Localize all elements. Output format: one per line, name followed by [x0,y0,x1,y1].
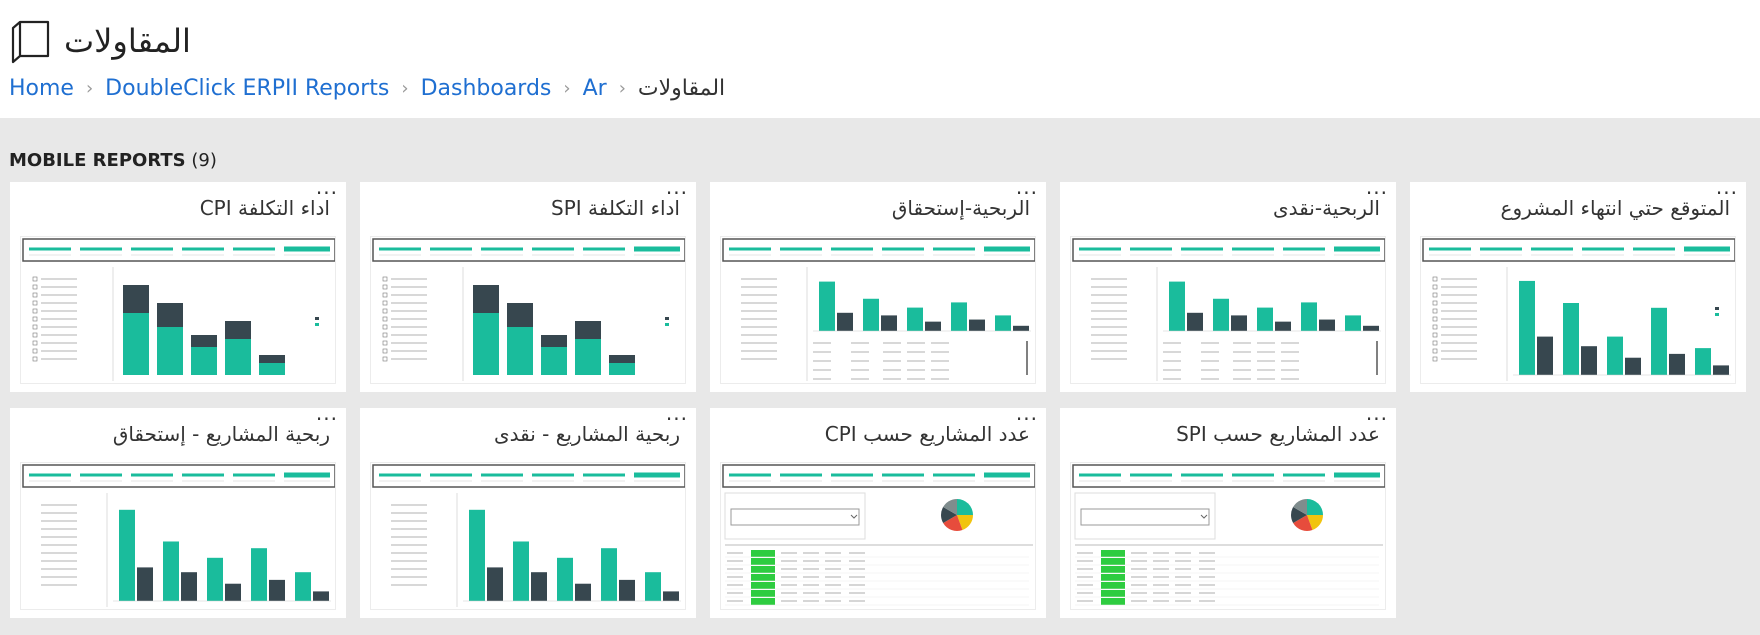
more-options-icon[interactable]: ··· [1715,181,1738,205]
report-thumbnail [372,238,685,381]
report-thumbnail [722,238,1035,381]
page-header: المقاولات Home › DoubleClick ERPII Repor… [0,0,1760,118]
report-thumbnail-frame[interactable] [370,462,686,610]
report-thumbnail-frame[interactable] [20,462,336,610]
report-card[interactable]: ··· الربحية-إستحقاق [710,182,1046,392]
report-thumbnail [722,464,1035,606]
breadcrumb: Home › DoubleClick ERPII Reports › Dashb… [9,76,725,101]
report-thumbnail-frame[interactable] [720,236,1036,384]
chevron-right-icon: › [563,78,571,99]
report-card[interactable]: ··· اداء التكلفة SPI [360,182,696,392]
report-thumbnail-frame[interactable] [1420,236,1736,384]
section-name: MOBILE REPORTS [9,150,186,171]
report-title: المتوقع حتي انتهاء المشروع [1500,196,1730,220]
report-title: الربحية-نقدى [1273,196,1380,220]
report-title: الربحية-إستحقاق [891,196,1030,220]
report-thumbnail-frame[interactable] [1070,236,1386,384]
report-thumbnail-frame[interactable] [370,236,686,384]
report-thumbnail [372,464,685,607]
more-options-icon[interactable]: ··· [665,181,688,205]
chevron-right-icon: › [618,78,626,99]
more-options-icon[interactable]: ··· [1015,181,1038,205]
reports-area: MOBILE REPORTS (9) ··· المتوقع حتي انتهاء… [0,118,1760,635]
report-thumbnail [22,238,335,381]
report-title: عدد المشاريع حسب CPI [824,422,1030,446]
report-thumbnail [1072,238,1385,381]
breadcrumb-current: المقاولات [637,76,726,101]
report-thumbnail-frame[interactable] [720,462,1036,610]
chevron-right-icon: › [401,78,409,99]
more-options-icon[interactable]: ··· [1365,181,1388,205]
report-title: ربحية المشاريع - نقدى [493,422,680,446]
breadcrumb-reports[interactable]: DoubleClick ERPII Reports [105,76,390,101]
report-title: اداء التكلفة SPI [551,196,680,220]
report-card[interactable]: ··· ربحية المشاريع - نقدى [360,408,696,618]
report-thumbnail [22,464,335,607]
report-card[interactable]: ··· ربحية المشاريع - إستحقاق [10,408,346,618]
title-row: المقاولات [10,18,191,64]
section-count: (9) [191,150,217,171]
report-card[interactable]: ··· عدد المشاريع حسب SPI [1060,408,1396,618]
report-card[interactable]: ··· الربحية-نقدى [1060,182,1396,392]
breadcrumb-ar[interactable]: Ar [582,76,607,101]
page-title: المقاولات [64,22,191,60]
report-title: اداء التكلفة CPI [199,196,330,220]
report-thumbnail [1422,238,1735,381]
report-card[interactable]: ··· عدد المشاريع حسب CPI [710,408,1046,618]
breadcrumb-dashboards[interactable]: Dashboards [420,76,552,101]
section-heading: MOBILE REPORTS (9) [9,150,217,171]
more-options-icon[interactable]: ··· [1015,407,1038,431]
report-thumbnail-frame[interactable] [1070,462,1386,610]
breadcrumb-home[interactable]: Home [9,76,74,101]
chevron-right-icon: › [85,78,94,99]
report-thumbnail-frame[interactable] [20,236,336,384]
report-title: ربحية المشاريع - إستحقاق [112,422,330,446]
reports-grid: ··· المتوقع حتي انتهاء المشروع ··· الربحية-… [0,118,1760,635]
more-options-icon[interactable]: ··· [315,407,338,431]
more-options-icon[interactable]: ··· [1365,407,1388,431]
report-thumbnail [1072,464,1385,606]
report-title: عدد المشاريع حسب SPI [1176,422,1380,446]
report-card[interactable]: ··· المتوقع حتي انتهاء المشروع [1410,182,1746,392]
more-options-icon[interactable]: ··· [665,407,688,431]
more-options-icon[interactable]: ··· [315,181,338,205]
folder-icon [11,20,50,64]
report-card[interactable]: ··· اداء التكلفة CPI [10,182,346,392]
